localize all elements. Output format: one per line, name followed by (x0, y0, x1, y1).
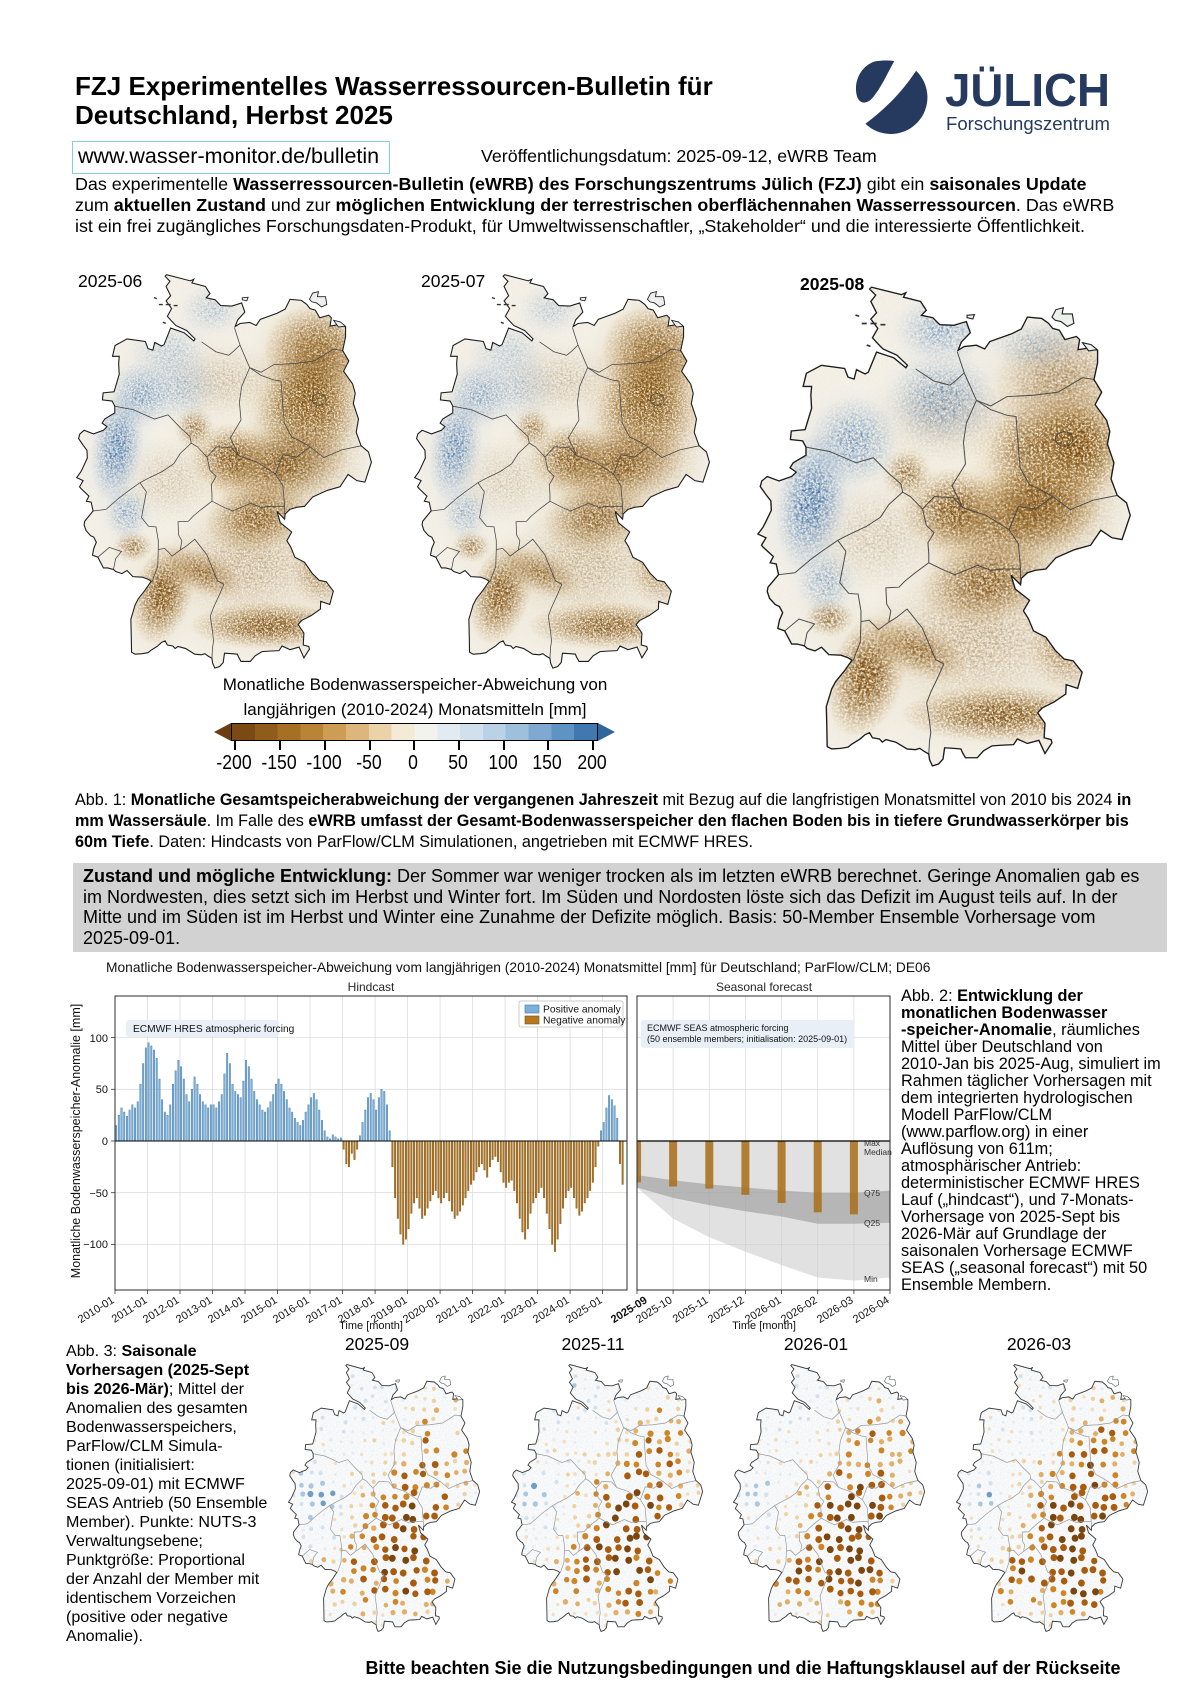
svg-text:2014-01: 2014-01 (206, 1294, 247, 1326)
svg-text:ECMWF HRES atmospheric forcing: ECMWF HRES atmospheric forcing (133, 1024, 295, 1035)
svg-text:Monatliche Bodenwasserspeicher: Monatliche Bodenwasserspeicher-Anomalie … (69, 1004, 83, 1278)
svg-text:Hindcast: Hindcast (348, 980, 395, 994)
svg-text:Time [month]: Time [month] (339, 1320, 403, 1332)
svg-text:ECMWF SEAS atmospheric forcing: ECMWF SEAS atmospheric forcing (647, 1023, 789, 1033)
svg-text:0: 0 (102, 1136, 108, 1148)
svg-text:100: 100 (90, 1033, 108, 1045)
svg-text:2010-01: 2010-01 (76, 1294, 117, 1326)
svg-text:2025-11: 2025-11 (671, 1294, 711, 1325)
svg-text:2026-04: 2026-04 (851, 1294, 892, 1326)
svg-text:2016-01: 2016-01 (271, 1294, 312, 1326)
svg-text:2025-01: 2025-01 (564, 1294, 605, 1326)
svg-text:50: 50 (96, 1084, 108, 1096)
svg-text:2012-01: 2012-01 (141, 1294, 182, 1326)
svg-text:JÜLICH: JÜLICH (945, 64, 1110, 116)
svg-text:(50 ensemble members; initiali: (50 ensemble members; initialisation: 20… (647, 1034, 847, 1044)
svg-text:Max: Max (864, 1138, 881, 1148)
svg-text:Positive anomaly: Positive anomaly (543, 1005, 622, 1016)
svg-text:Forschungszentrum: Forschungszentrum (946, 113, 1110, 134)
svg-text:Min: Min (864, 1274, 878, 1284)
svg-text:Seasonal forecast: Seasonal forecast (716, 980, 813, 994)
svg-text:2020-01: 2020-01 (401, 1294, 442, 1326)
svg-text:2024-01: 2024-01 (531, 1294, 572, 1326)
svg-text:2022-01: 2022-01 (466, 1294, 507, 1326)
svg-text:2026-03: 2026-03 (815, 1294, 856, 1326)
svg-text:Q75: Q75 (864, 1188, 880, 1198)
svg-text:−50: −50 (89, 1188, 108, 1200)
svg-text:Time [month]: Time [month] (732, 1320, 796, 1332)
svg-text:Monatliche Bodenwasserspeicher: Monatliche Bodenwasserspeicher-Abweichun… (106, 960, 931, 975)
svg-text:Negative anomaly: Negative anomaly (543, 1016, 626, 1027)
svg-text:Q25: Q25 (864, 1218, 880, 1228)
svg-text:Median: Median (864, 1147, 892, 1157)
svg-text:−100: −100 (83, 1239, 108, 1251)
